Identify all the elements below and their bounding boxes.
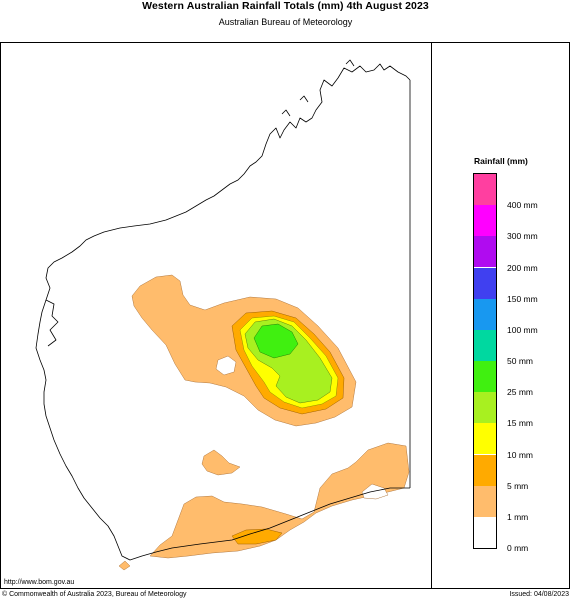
legend-title: Rainfall (mm)	[474, 156, 528, 166]
legend-swatch	[474, 174, 496, 206]
islands-north	[281, 59, 355, 117]
legend-swatch	[474, 267, 496, 299]
contour-1mm-south-hole	[361, 483, 389, 500]
contour-1mm-tip	[118, 560, 131, 571]
legend-swatch	[474, 236, 496, 268]
legend-swatch	[474, 485, 496, 517]
legend-swatch	[474, 392, 496, 424]
legend-label: 1 mm	[507, 511, 529, 522]
footer-copyright: © Commonwealth of Australia 2023, Bureau…	[2, 591, 187, 598]
legend-swatch	[474, 329, 496, 361]
legend-label: 0 mm	[507, 543, 529, 553]
legend-label: 150 mm	[507, 293, 538, 304]
legend-label: 50 mm	[507, 356, 533, 366]
contour-25mm	[253, 323, 299, 359]
legend-divider	[431, 42, 432, 589]
legend-label: 100 mm	[507, 324, 538, 335]
shark-bay	[45, 299, 59, 347]
legend-swatch	[474, 361, 496, 393]
legend-label: 15 mm	[507, 418, 533, 429]
contour-1mm-south	[149, 442, 410, 559]
contour-1mm-hole	[215, 355, 237, 376]
legend-label: 25 mm	[507, 387, 533, 398]
page-subtitle: Australian Bureau of Meteorology	[218, 17, 353, 27]
page-title: Western Australian Rainfall Totals (mm) …	[142, 0, 429, 12]
legend-label: 10 mm	[507, 449, 533, 460]
footer-issued-date: Issued: 04/08/2023	[509, 591, 569, 598]
legend-label: 300 mm	[507, 231, 538, 242]
legend-label: 400 mm	[507, 200, 538, 211]
contour-5mm-south	[231, 528, 283, 545]
legend-swatch	[474, 423, 496, 455]
contour-1mm-islet	[201, 449, 241, 476]
legend-swatch	[474, 516, 496, 548]
legend-swatch	[474, 454, 496, 486]
legend-swatch	[474, 205, 496, 237]
coastline	[35, 59, 411, 561]
legend-colorbar	[473, 173, 497, 549]
wa-coastline-outline	[35, 63, 411, 561]
legend-label: 5 mm	[507, 480, 529, 491]
legend-label: 200 mm	[507, 262, 538, 273]
map-frame	[0, 42, 570, 589]
rainfall-contours	[118, 274, 410, 571]
footer-url[interactable]: http://www.bom.gov.au	[4, 579, 75, 586]
legend-swatch	[474, 298, 496, 330]
